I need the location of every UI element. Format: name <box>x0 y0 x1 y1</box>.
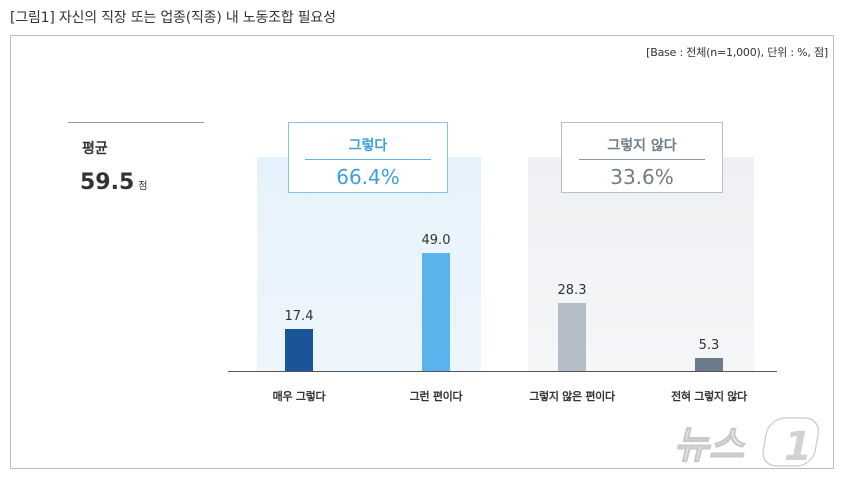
bar-3 <box>558 302 586 371</box>
disagree-group-divider <box>579 159 705 160</box>
average-unit: 점 <box>138 181 148 192</box>
agree-group-value: 66.4% <box>336 165 400 189</box>
svg-text:1: 1 <box>784 424 812 470</box>
disagree-group-summary: 그렇지 않다 33.6% <box>561 122 723 193</box>
svg-text:뉴스: 뉴스 <box>674 423 746 467</box>
category-label: 그렇지 않은 편이다 <box>529 390 615 403</box>
agree-group-label: 그렇다 <box>348 138 388 154</box>
x-axis-baseline <box>228 371 777 372</box>
average-divider <box>68 122 204 123</box>
bar-value-label: 28.3 <box>557 282 587 298</box>
chart-frame <box>10 35 834 469</box>
base-note: [Base : 전체(n=1,000), 단위 : %, 점] <box>646 46 828 59</box>
category-label: 그런 편이다 <box>409 390 463 403</box>
bar-value-label: 49.0 <box>421 232 451 248</box>
average-value-block: 59.5 점 <box>80 170 147 195</box>
bar-value-label: 5.3 <box>698 338 720 354</box>
disagree-group-value: 33.6% <box>610 165 674 189</box>
agree-group-summary: 그렇다 66.4% <box>288 122 448 193</box>
average-value: 59.5 <box>80 170 135 195</box>
category-label: 매우 그렇다 <box>272 390 326 403</box>
bar-1 <box>285 329 313 371</box>
bar-2 <box>422 252 450 371</box>
agree-group-divider <box>305 159 431 160</box>
bar-value-label: 17.4 <box>284 309 314 325</box>
category-label: 전혀 그렇지 않다 <box>671 390 747 403</box>
average-label: 평균 <box>82 141 108 157</box>
news1-watermark-logo: 뉴스 1 <box>673 417 819 470</box>
bar-4 <box>695 358 723 371</box>
figure-title: [그림1] 자신의 직장 또는 업종(직종) 내 노동조합 필요성 <box>10 10 336 26</box>
disagree-group-label: 그렇지 않다 <box>607 138 677 154</box>
